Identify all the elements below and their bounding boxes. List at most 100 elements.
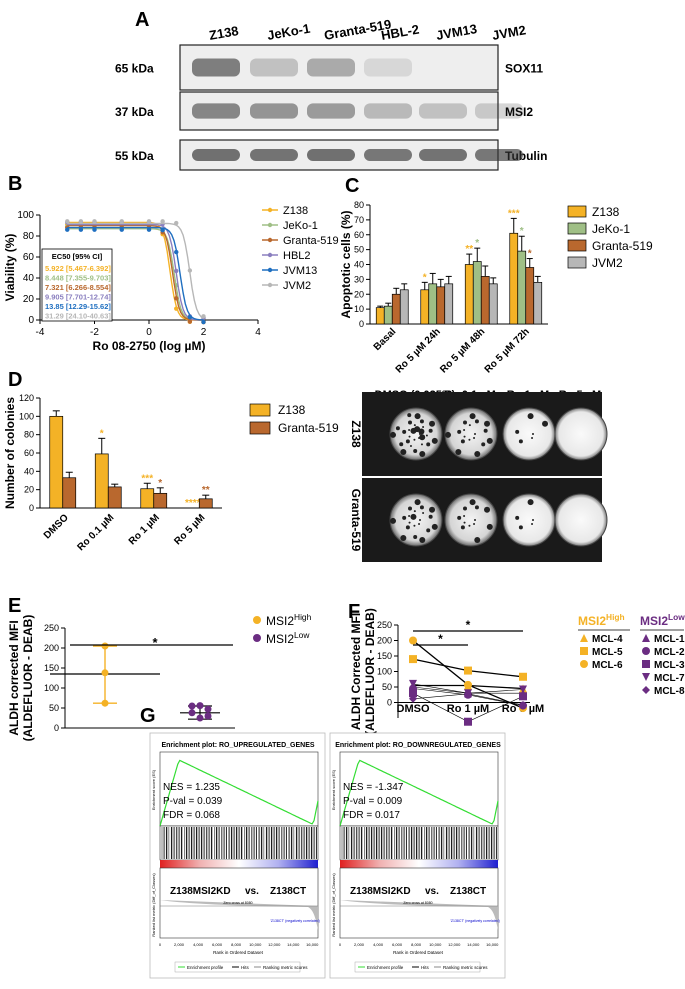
x-tick-label: Ro 5 µM — [172, 512, 207, 547]
colony-dot — [429, 420, 436, 427]
colony-dot — [463, 521, 466, 524]
colony-dot — [484, 420, 491, 427]
ec50-value: 9.905 [7.701-12.74] — [45, 293, 111, 302]
legend-label: HBL2 — [283, 250, 311, 262]
gsea-nes: NES = -1.347 — [343, 782, 404, 793]
colony-dot — [460, 439, 465, 444]
y-tick-label: 30 — [354, 274, 364, 284]
bar — [62, 477, 77, 509]
y-tick-label: 0 — [359, 319, 364, 329]
x-tick-label: -4 — [36, 327, 45, 338]
colony-dot — [400, 448, 407, 455]
legend-marker — [642, 686, 650, 694]
colony-row-label: Z138 — [349, 420, 363, 448]
bar — [391, 293, 401, 325]
bar — [472, 261, 482, 325]
bar — [153, 492, 168, 509]
panel-label-f: F — [348, 601, 360, 623]
dose-response-curve — [67, 223, 204, 321]
colony-dot — [425, 434, 428, 437]
colony-dot — [426, 528, 431, 533]
colony-dot — [484, 506, 491, 513]
x-tick-label: 10,000 — [429, 942, 442, 947]
colony-dot — [518, 525, 523, 530]
gsea-fdr: FDR = 0.068 — [163, 810, 220, 821]
y-tick-label: 150 — [377, 651, 392, 661]
data-point — [409, 694, 417, 703]
significance-mark: * — [158, 478, 162, 489]
legend-marker — [580, 647, 588, 655]
panel-label-c: C — [345, 175, 359, 197]
blot-band — [364, 58, 412, 77]
colony-dot — [455, 448, 462, 455]
blot-band — [419, 103, 467, 119]
legend-marker — [267, 207, 273, 213]
legend-label: JVM2 — [283, 280, 311, 292]
dose-response-curve — [67, 224, 204, 321]
x-tick-label: Ro 1 µM — [447, 703, 489, 715]
blot-band — [307, 103, 355, 119]
blot-mw-label: 55 kDa — [115, 149, 154, 163]
x-tick-label: Ro 0.1 µM — [75, 512, 116, 553]
blot-lane-label: HBL-2 — [380, 22, 420, 43]
data-point — [174, 220, 179, 226]
legend-marker — [267, 267, 273, 273]
data-point — [146, 227, 152, 232]
aldh-paired-chart: 0 50 100 150 200 250 ALDH Corrected MFI (ALDEFL… — [349, 608, 685, 735]
y-tick-label: 60 — [24, 448, 34, 458]
legend-label: Z138 — [278, 403, 306, 417]
blot-band — [307, 149, 355, 161]
x-axis-label: Rank in Ordered Dataset — [213, 950, 264, 955]
x-tick-label: 2,000 — [354, 942, 365, 947]
es-axis-label: Enrichment score (ES) — [331, 769, 336, 810]
data-point — [119, 227, 124, 232]
colony-dot — [515, 429, 520, 434]
gsea-group-2: Z138CT — [450, 886, 486, 897]
y-axis-label-2: (ALDEFLUOR - DEAB) — [21, 615, 35, 742]
legend-swatch — [249, 421, 271, 435]
y-axis-label-2: (ALDEFLUOR - DEAB) — [363, 608, 377, 735]
negative-label: 'Z138CT' (negatively correlated) — [450, 919, 500, 923]
y-tick-label: 120 — [19, 393, 34, 403]
y-tick-label: 50 — [382, 682, 392, 692]
colony-dot — [420, 443, 423, 446]
bar — [525, 267, 535, 325]
ec50-value: 5.922 [5.467-6.392] — [45, 264, 111, 273]
ec50-value: 7.321 [6.266-8.554] — [45, 283, 111, 292]
legend-label: JVM2 — [592, 256, 623, 270]
colony-dot — [418, 428, 425, 435]
y-tick-label: 0 — [54, 723, 59, 733]
legend-marker — [267, 282, 273, 288]
gsea-group-2: Z138CT — [270, 886, 306, 897]
colony-dot — [419, 537, 426, 544]
colony-dot — [419, 451, 426, 458]
gsea-legend-label: Enrichment profile — [367, 965, 404, 970]
legend-marker — [267, 222, 273, 228]
legend-label: Z138 — [283, 205, 308, 217]
gsea-group-1: Z138MSI2KD — [350, 886, 411, 897]
data-point — [409, 655, 417, 664]
rank-axis-label: Ranked list metric (Diff_of_Classes) — [331, 873, 336, 937]
data-point — [174, 268, 179, 274]
panel-label-d: D — [8, 369, 22, 391]
colony-dot — [409, 444, 412, 447]
colony-dot — [428, 514, 433, 519]
data-point — [174, 296, 179, 301]
legend-marker — [253, 616, 261, 624]
blot-band — [192, 103, 240, 119]
data-point — [201, 314, 206, 319]
colony-dot — [463, 435, 466, 438]
x-tick-label: 8,000 — [411, 942, 422, 947]
rank-axis-label: Ranked list metric (Diff_of_Classes) — [151, 873, 156, 937]
data-point — [146, 219, 152, 224]
colony-dot — [473, 522, 476, 525]
legend-marker — [267, 237, 273, 243]
blot-lane-label: JVM13 — [435, 21, 478, 43]
blot-lane-label: JVM2 — [491, 22, 527, 43]
significance-mark: ** — [202, 485, 210, 496]
y-tick-label: 100 — [19, 411, 34, 421]
bar — [436, 286, 446, 325]
